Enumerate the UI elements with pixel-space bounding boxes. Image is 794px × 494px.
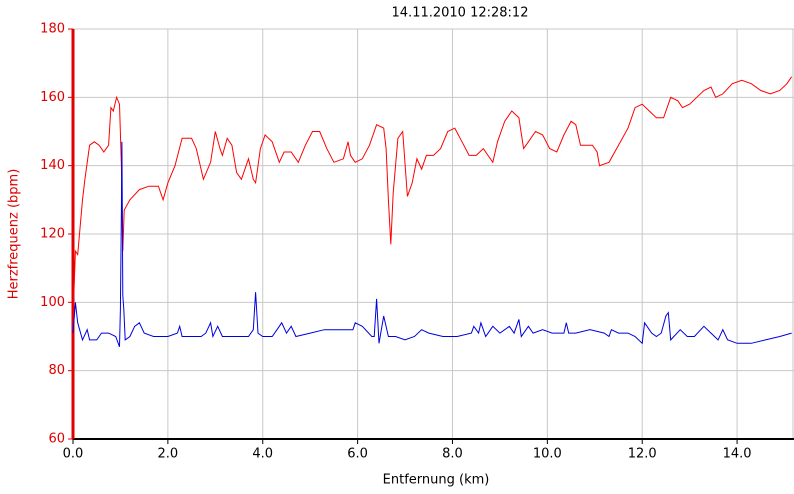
x-tick-label: 6.0 bbox=[347, 447, 368, 462]
y-tick-label: 100 bbox=[40, 295, 65, 310]
x-tick-label: 12.0 bbox=[628, 447, 657, 462]
x-tick-label: 8.0 bbox=[442, 447, 463, 462]
y-axis-label: Herzfrequenz (bpm) bbox=[7, 169, 22, 300]
data-line bbox=[72, 141, 792, 347]
x-tick-label: 2.0 bbox=[158, 447, 179, 462]
x-tick-label: 4.0 bbox=[252, 447, 273, 462]
x-tick-label: 0.0 bbox=[63, 447, 84, 462]
y-tick-label: 80 bbox=[48, 363, 65, 378]
y-tick-label: 120 bbox=[40, 227, 65, 242]
y-tick-label: 60 bbox=[48, 432, 65, 447]
data-line bbox=[72, 76, 793, 320]
x-tick-label: 10.0 bbox=[533, 447, 562, 462]
y-tick-label: 180 bbox=[40, 22, 65, 37]
x-tick-label: 14.0 bbox=[723, 447, 752, 462]
chart-title: 14.11.2010 12:28:12 bbox=[392, 6, 529, 21]
x-axis-label: Entfernung (km) bbox=[383, 473, 490, 488]
y-tick-label: 160 bbox=[40, 90, 65, 105]
y-tick-label: 140 bbox=[40, 158, 65, 173]
